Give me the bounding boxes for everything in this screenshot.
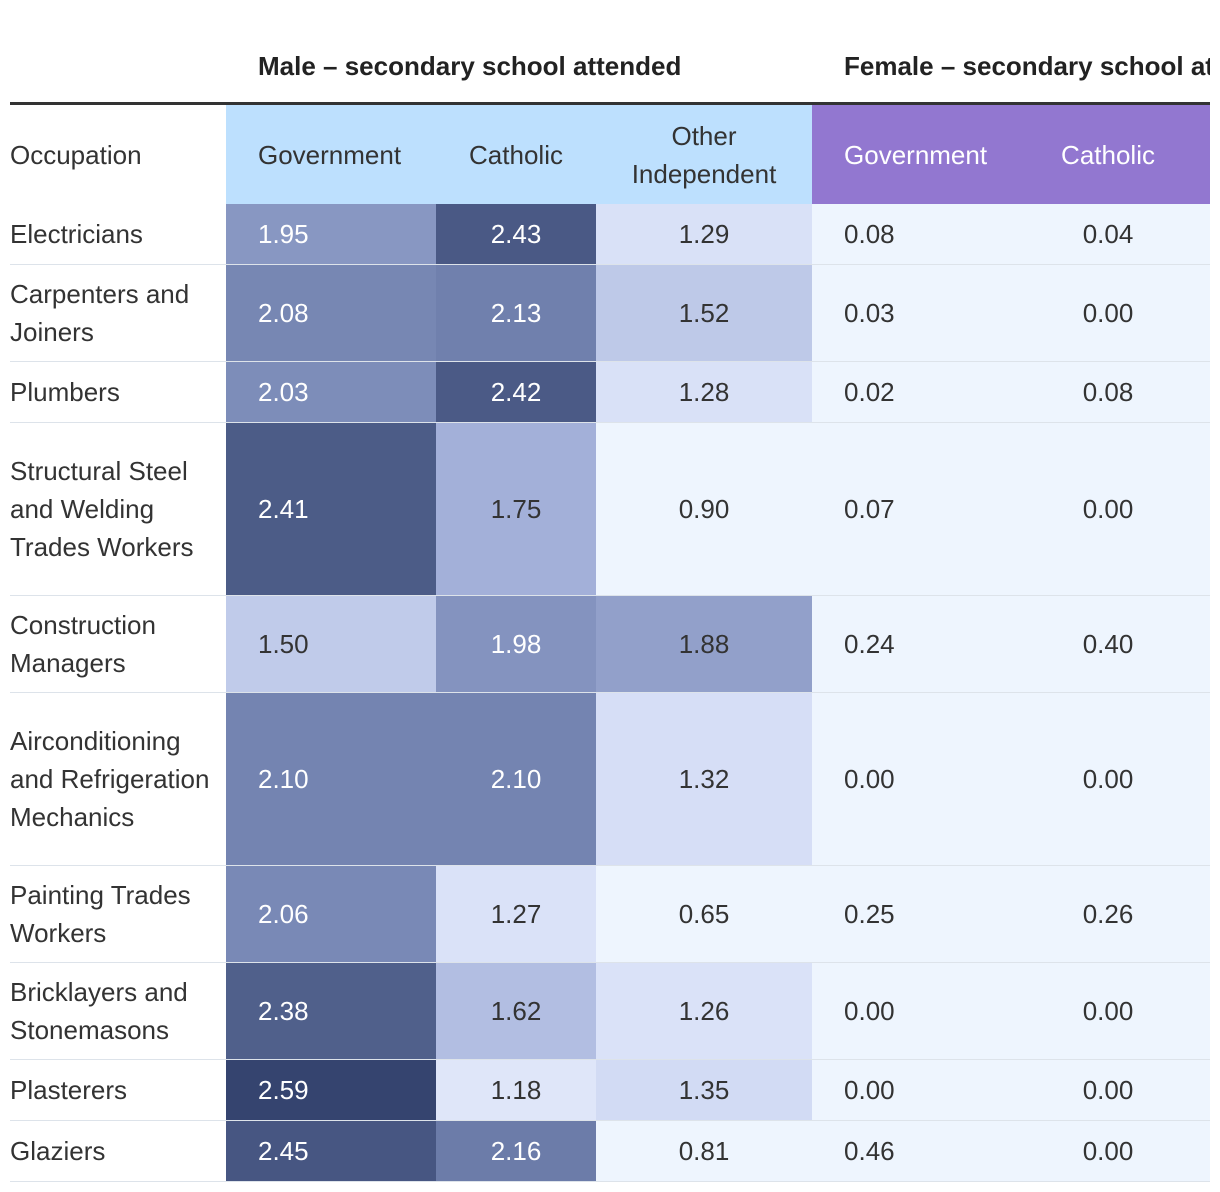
value-cell: 1.35 — [596, 1059, 813, 1121]
value-cell: 1.52 — [596, 264, 813, 362]
value-cell: 1.27 — [436, 865, 596, 963]
value-cell: 0.00 — [812, 962, 1021, 1060]
value-cell: 0.46 — [812, 1120, 1021, 1182]
occupation: Bricklayers and Stonemasons — [10, 962, 226, 1060]
occupation: Electricians — [10, 204, 226, 265]
value-cell: 2.03 — [226, 361, 436, 423]
group-header: Female – secondary school attended — [812, 30, 1210, 105]
value-cell: 1.88 — [596, 595, 813, 693]
value-cell: 0.40 — [1020, 595, 1210, 693]
value-cell: 1.28 — [596, 361, 813, 423]
value-cell: 0.04 — [1020, 204, 1210, 265]
row: Bricklayers and Stonemasons 2.38 1.62 1.26 0… — [10, 962, 1210, 1060]
value-cell: 0.90 — [596, 422, 813, 596]
occupation: Airconditioning and Refrigeration Mechan… — [10, 692, 226, 866]
table: Male – secondary school attended Female … — [10, 30, 1210, 1182]
value-cell: 2.38 — [226, 962, 436, 1060]
value-cell: 1.50 — [226, 595, 436, 693]
value-cell: 0.00 — [1020, 1120, 1210, 1182]
value-cell: 2.59 — [226, 1059, 436, 1121]
value-cell: 0.00 — [812, 692, 1021, 866]
value-cell: 0.00 — [1020, 962, 1210, 1060]
row: Plasterers 2.59 1.18 1.35 0.00 0.00 — [10, 1059, 1210, 1121]
value-cell: 2.08 — [226, 264, 436, 362]
value-cell: 0.00 — [1020, 264, 1210, 362]
occupation: Painting Trades Workers — [10, 865, 226, 963]
value-cell: 0.26 — [1020, 865, 1210, 963]
occupation: Glaziers — [10, 1120, 226, 1182]
row: Carpenters and Joiners 2.08 2.13 1.52 0.03 0.… — [10, 264, 1210, 362]
value-cell: 2.41 — [226, 422, 436, 596]
value-cell: 0.00 — [812, 1059, 1021, 1121]
value-cell: 1.95 — [226, 204, 436, 265]
column-header: Occupation — [10, 139, 142, 170]
column-header: Catholic — [1020, 103, 1210, 204]
value-cell: 0.03 — [812, 264, 1021, 362]
value-cell: 1.75 — [436, 422, 596, 596]
value-cell: 2.42 — [436, 361, 596, 423]
column-header: Other Independent — [596, 103, 813, 204]
value-cell: 2.43 — [436, 204, 596, 265]
value-cell: 0.00 — [1020, 422, 1210, 596]
row: Painting Trades Workers 2.06 1.27 0.65 0.25 0… — [10, 865, 1210, 963]
value-cell: 0.02 — [812, 361, 1021, 423]
occupation: Plumbers — [10, 361, 226, 423]
value-cell: 0.00 — [1020, 692, 1210, 866]
value-cell: 0.08 — [1020, 361, 1210, 423]
occupation: Structural Steel and Welding Trades Work… — [10, 422, 226, 596]
table-container: Male – secondary school attended Female … — [10, 30, 1210, 1182]
row: Glaziers 2.45 2.16 0.81 0.46 0.00 — [10, 1120, 1210, 1182]
column-header: Government — [812, 103, 1021, 204]
row: Structural Steel and Welding Trades Work… — [10, 422, 1210, 596]
value-cell: 2.10 — [226, 692, 436, 866]
row: Construction Managers 1.50 1.98 1.88 0.24 0.4… — [10, 595, 1210, 693]
value-cell: 1.18 — [436, 1059, 596, 1121]
row: Electricians 1.95 2.43 1.29 0.08 0.04 — [10, 204, 1210, 265]
value-cell: 0.65 — [596, 865, 813, 963]
value-cell: 2.45 — [226, 1120, 436, 1182]
value-cell: 2.10 — [436, 692, 596, 866]
value-cell: 1.29 — [596, 204, 813, 265]
value-cell: 0.25 — [812, 865, 1021, 963]
row: Airconditioning and Refrigeration Mechan… — [10, 692, 1210, 866]
group-header-blank — [10, 30, 226, 105]
value-cell: 0.81 — [596, 1120, 813, 1182]
value-cell: 1.98 — [436, 595, 596, 693]
value-cell: 1.62 — [436, 962, 596, 1060]
value-cell: 1.26 — [596, 962, 813, 1060]
group-header: Male – secondary school attended — [226, 30, 813, 105]
value-cell: 0.00 — [1020, 1059, 1210, 1121]
value-cell: 0.08 — [812, 204, 1021, 265]
occupation: Carpenters and Joiners — [10, 264, 226, 362]
occupation: Construction Managers — [10, 595, 226, 693]
column-header: Government — [226, 103, 436, 204]
value-cell: 0.24 — [812, 595, 1021, 693]
row: Plumbers 2.03 2.42 1.28 0.02 0.08 — [10, 361, 1210, 423]
column-header: Catholic — [436, 103, 596, 204]
value-cell: 0.07 — [812, 422, 1021, 596]
value-cell: 1.32 — [596, 692, 813, 866]
value-cell: 2.16 — [436, 1120, 596, 1182]
value-cell: 2.13 — [436, 264, 596, 362]
value-cell: 2.06 — [226, 865, 436, 963]
occupation: Plasterers — [10, 1059, 226, 1121]
